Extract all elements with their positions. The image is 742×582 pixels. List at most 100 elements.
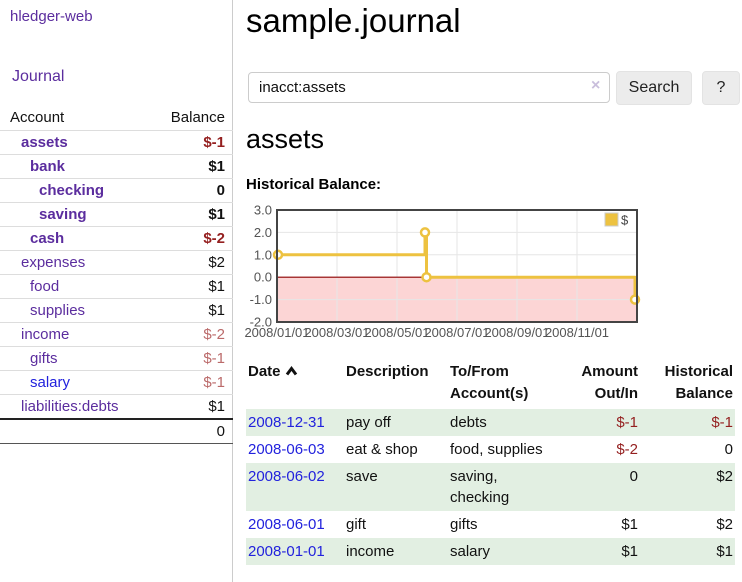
account-link-saving[interactable]: saving <box>39 206 87 223</box>
account-balance: $1 <box>152 394 233 419</box>
accounts-header-account: Account <box>10 109 65 126</box>
register-balance: $2 <box>716 516 733 533</box>
register-balance: $-1 <box>640 409 735 436</box>
svg-text:2008/03/01: 2008/03/01 <box>304 325 369 340</box>
sidebar: hledger-web Journal Account Balance asse… <box>0 0 233 582</box>
chart-canvas: $ 3.0 2.0 1.0 0.0 -1.0 -2.0 2008/01/01 2… <box>244 203 641 340</box>
chart-title: Historical Balance: <box>246 176 382 193</box>
svg-text:2008/05/01: 2008/05/01 <box>364 325 429 340</box>
account-row: saving $1 <box>0 202 233 227</box>
account-balance: $-1 <box>152 130 233 155</box>
date-link[interactable]: 2008-12-31 <box>248 414 325 431</box>
date-link[interactable]: 2008-06-02 <box>248 468 325 485</box>
account-link-expenses[interactable]: expenses <box>21 254 86 271</box>
account-row: gifts $-1 <box>0 346 233 371</box>
register-row: 2008-06-02 save saving, checking 0 $2 <box>246 463 735 511</box>
svg-text:0.0: 0.0 <box>254 270 272 285</box>
account-row: cash $-2 <box>0 226 233 251</box>
account-link-food[interactable]: food <box>30 278 60 295</box>
account-row: food $1 <box>0 274 233 299</box>
svg-text:2008/07/01: 2008/07/01 <box>424 325 489 340</box>
sidebar-item-journal[interactable]: Journal <box>12 68 65 85</box>
page-title: sample.journal <box>246 2 461 39</box>
register-balance: 0 <box>724 441 733 458</box>
svg-text:3.0: 3.0 <box>254 203 272 218</box>
register-description: eat & shop <box>346 441 418 458</box>
account-balance: $1 <box>152 274 233 299</box>
svg-text:2008/01/01: 2008/01/01 <box>244 325 309 340</box>
account-link-liabilities-debts[interactable]: liabilities:debts <box>21 398 119 415</box>
accounts-table: Account Balance assets $-1 bank $1 check… <box>0 105 233 444</box>
register-accounts: saving, checking <box>448 463 560 511</box>
date-link[interactable]: 2008-01-01 <box>248 543 325 560</box>
register-balance: $2 <box>640 463 735 511</box>
account-link-gifts[interactable]: gifts <box>30 350 58 367</box>
accounts-total-row: 0 <box>0 418 233 444</box>
account-row: supplies $1 <box>0 298 233 323</box>
help-button[interactable]: ? <box>702 71 740 105</box>
register-header-accounts: To/From Account(s) <box>450 363 529 402</box>
account-link-supplies[interactable]: supplies <box>30 302 86 319</box>
account-balance: $-2 <box>152 226 233 251</box>
account-row: salary $-1 <box>0 370 233 395</box>
svg-text:2008/09/01: 2008/09/01 <box>484 325 549 340</box>
search-input[interactable] <box>248 72 610 103</box>
register-row: 2008-12-31 pay off debts $-1 $-1 <box>246 409 735 436</box>
legend-label: $ <box>621 213 629 228</box>
register-amount: $-1 <box>560 409 640 436</box>
account-link-assets[interactable]: assets <box>21 134 68 151</box>
register-header-amount: Amount Out/In <box>581 363 638 402</box>
chart-frame <box>276 209 638 323</box>
account-balance: $2 <box>152 250 233 275</box>
register-accounts: debts <box>448 409 560 436</box>
account-link-salary[interactable]: salary <box>30 374 71 391</box>
account-row: liabilities:debts $1 <box>0 394 233 419</box>
register-amount: 0 <box>560 463 640 511</box>
sort-ascending-icon <box>285 361 298 383</box>
account-balance: $1 <box>152 202 233 227</box>
account-link-cash[interactable]: cash <box>30 230 65 247</box>
account-row: checking 0 <box>0 178 233 203</box>
register-header-balance: Historical Balance <box>664 363 733 402</box>
account-link-checking[interactable]: checking <box>39 182 105 199</box>
chart-x-axis: 2008/01/01 2008/03/01 2008/05/01 2008/07… <box>244 325 609 340</box>
search-button[interactable]: Search <box>616 71 692 105</box>
register-header-date: Date <box>246 361 344 409</box>
accounts-total: 0 <box>152 418 233 444</box>
account-row: expenses $2 <box>0 250 233 275</box>
register-balance: $1 <box>640 538 735 565</box>
register-description: gift <box>346 516 367 533</box>
svg-text:-2.0: -2.0 <box>250 315 272 330</box>
register-row: 2008-01-01 income salary $1 $1 <box>246 538 735 565</box>
account-row: assets $-1 <box>0 130 233 155</box>
accounts-header-row: Account Balance <box>0 105 233 131</box>
svg-text:2.0: 2.0 <box>254 225 272 240</box>
svg-text:2008/11/01: 2008/11/01 <box>545 325 609 340</box>
legend-swatch <box>604 212 619 227</box>
register-description: pay off <box>344 409 448 436</box>
chart-y-axis: 3.0 2.0 1.0 0.0 -1.0 -2.0 <box>250 203 272 330</box>
register-amount: $1 <box>560 538 640 565</box>
clear-search-icon[interactable]: × <box>591 77 601 94</box>
register-amount: $-2 <box>616 441 638 458</box>
account-heading: assets <box>246 124 325 154</box>
date-link[interactable]: 2008-06-03 <box>248 441 325 458</box>
register-accounts: salary <box>448 538 560 565</box>
register-row: 2008-06-01 gift gifts $1 $2 <box>246 511 735 538</box>
historical-balance-chart: $ 3.0 2.0 1.0 0.0 -1.0 -2.0 2008/01/01 2… <box>244 200 742 344</box>
svg-text:-1.0: -1.0 <box>250 292 272 307</box>
accounts-header-balance: Balance <box>170 109 225 126</box>
account-balance: $-1 <box>152 346 233 371</box>
date-link[interactable]: 2008-06-01 <box>248 516 325 533</box>
account-balance: 0 <box>152 178 233 203</box>
register-description: save <box>344 463 448 511</box>
account-link-bank[interactable]: bank <box>30 158 66 175</box>
account-balance: $1 <box>152 154 233 179</box>
register-table: Date Description To/From Account(s) Amou… <box>246 361 735 565</box>
account-balance: $-2 <box>152 322 233 347</box>
register-description: income <box>344 538 448 565</box>
account-link-income[interactable]: income <box>21 326 70 343</box>
register-row: 2008-06-03 eat & shop food, supplies $-2… <box>246 436 735 463</box>
brand-link[interactable]: hledger-web <box>10 8 93 25</box>
account-balance: $-1 <box>152 370 233 395</box>
